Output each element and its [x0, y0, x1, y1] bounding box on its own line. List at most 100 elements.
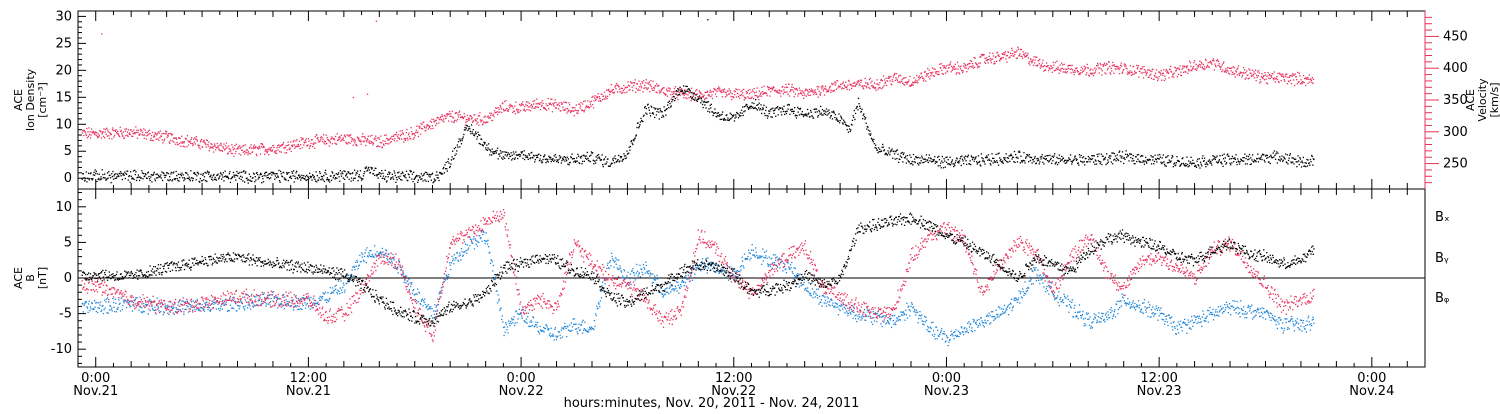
density-point — [825, 111, 826, 112]
density-point — [450, 166, 451, 167]
velocity-point — [457, 119, 458, 120]
velocity-point — [738, 96, 739, 97]
velocity-point — [1143, 77, 1144, 78]
density-point — [402, 173, 403, 174]
density-point — [262, 176, 263, 177]
density-point — [284, 177, 285, 178]
density-point — [269, 178, 270, 179]
density-point — [1297, 155, 1298, 156]
density-point — [593, 163, 594, 164]
velocity-point — [492, 120, 493, 121]
velocity-point — [546, 103, 547, 104]
velocity-point — [1279, 73, 1280, 74]
velocity-point — [1092, 69, 1093, 70]
velocity-point — [323, 134, 324, 135]
velocity-point — [1009, 57, 1010, 58]
density-point — [128, 179, 129, 180]
density-point — [768, 116, 769, 117]
by-point — [165, 305, 166, 306]
density-point — [1219, 155, 1220, 156]
by-point — [113, 307, 114, 308]
velocity-point — [823, 90, 824, 91]
velocity-point — [549, 104, 550, 105]
velocity-point — [993, 55, 994, 56]
by-point — [122, 305, 123, 306]
velocity-point — [528, 106, 529, 107]
velocity-point — [1088, 68, 1089, 69]
density-point — [1310, 161, 1311, 162]
density-point — [1053, 155, 1054, 156]
velocity-point — [168, 135, 169, 136]
density-point — [105, 177, 106, 178]
density-point — [398, 176, 399, 177]
velocity-point — [934, 76, 935, 77]
density-point — [337, 174, 338, 175]
velocity-point — [1019, 53, 1020, 54]
velocity-point — [779, 90, 780, 91]
velocity-point — [379, 146, 380, 147]
velocity-point — [1089, 70, 1090, 71]
density-point — [879, 151, 880, 152]
density-point — [596, 160, 597, 161]
density-point — [897, 149, 898, 150]
density-point — [502, 151, 503, 152]
density-point — [1062, 159, 1063, 160]
velocity-point — [352, 138, 353, 139]
density-point — [603, 166, 604, 167]
density-point — [824, 113, 825, 114]
density-point — [432, 173, 433, 174]
velocity-point — [1024, 53, 1025, 54]
by-point — [134, 306, 135, 307]
density-point — [1081, 155, 1082, 156]
velocity-point — [392, 139, 393, 140]
velocity-point — [193, 139, 194, 140]
density-point — [1136, 161, 1137, 162]
density-point — [1021, 160, 1022, 161]
density-point — [755, 99, 756, 100]
velocity-point — [173, 142, 174, 143]
density-point — [1238, 161, 1239, 162]
density-point — [363, 173, 364, 174]
velocity-point — [98, 133, 99, 134]
density-point — [243, 170, 244, 171]
density-point — [629, 147, 630, 148]
velocity-point — [531, 107, 532, 108]
velocity-point — [1113, 73, 1114, 74]
velocity-point — [749, 93, 750, 94]
density-point — [948, 159, 949, 160]
by-point — [163, 314, 164, 315]
velocity-point — [204, 140, 205, 141]
velocity-point — [1006, 61, 1007, 62]
velocity-point — [1200, 67, 1201, 68]
velocity-point — [600, 101, 601, 102]
velocity-point — [594, 97, 595, 98]
density-point — [96, 181, 97, 182]
density-point — [640, 121, 641, 122]
velocity-point — [828, 90, 829, 91]
density-point — [1212, 155, 1213, 156]
density-point — [734, 120, 735, 121]
density-point — [162, 180, 163, 181]
density-point — [368, 167, 369, 168]
density-point — [606, 163, 607, 164]
velocity-point — [1130, 65, 1131, 66]
velocity-point — [1265, 74, 1266, 75]
velocity-point — [180, 138, 181, 139]
velocity-point — [584, 111, 585, 112]
velocity-point — [972, 65, 973, 66]
density-point — [1285, 153, 1286, 154]
velocity-point — [498, 107, 499, 108]
density-point — [941, 161, 942, 162]
velocity-point — [415, 132, 416, 133]
density-point — [1169, 160, 1170, 161]
density-point — [519, 156, 520, 157]
density-point — [154, 172, 155, 173]
density-point — [496, 150, 497, 151]
density-point — [925, 161, 926, 162]
density-point — [918, 157, 919, 158]
density-point — [101, 178, 102, 179]
velocity-point — [974, 67, 975, 68]
density-point — [589, 156, 590, 157]
density-point — [592, 152, 593, 153]
velocity-point — [864, 85, 865, 86]
